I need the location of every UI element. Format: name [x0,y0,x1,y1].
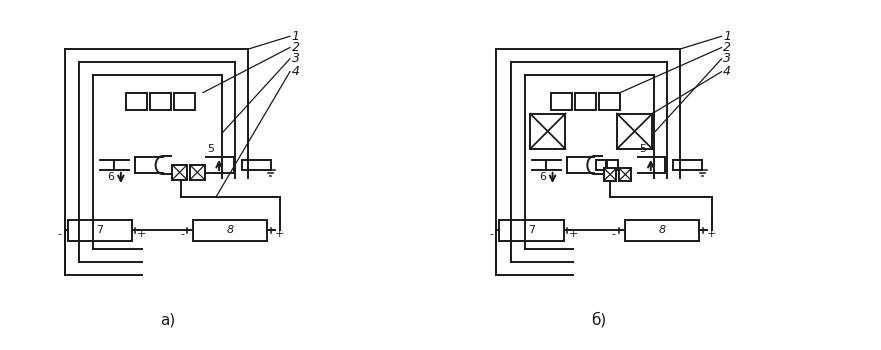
Text: 7: 7 [528,225,535,235]
Text: -: - [489,229,493,239]
Text: 3: 3 [723,52,731,65]
Text: 6: 6 [107,172,115,182]
Bar [530,113,566,149]
Text: 4: 4 [723,65,731,78]
Bar [596,160,606,170]
Bar [619,168,632,181]
Text: +: + [569,229,578,239]
Text: a): a) [160,312,175,327]
Text: 2: 2 [723,41,731,54]
Text: 1: 1 [292,30,300,43]
Text: -: - [611,229,616,239]
Bar [190,165,204,180]
Text: 5: 5 [640,144,646,154]
Text: +: + [707,229,716,239]
Text: 3: 3 [292,52,300,65]
Bar [68,220,132,241]
Bar [150,93,171,110]
Text: 2: 2 [292,41,300,54]
Bar [126,93,146,110]
Text: 7: 7 [96,225,103,235]
Text: 8: 8 [226,225,233,235]
Text: 5: 5 [208,144,214,154]
Text: 4: 4 [292,65,300,78]
Bar [607,160,618,170]
Bar [575,93,596,110]
Text: +: + [137,229,146,239]
Bar [604,168,617,181]
Text: 6: 6 [539,172,546,182]
Text: 1: 1 [723,30,731,43]
Bar [617,113,652,149]
Text: +: + [275,229,285,239]
Bar [174,93,195,110]
Bar [551,93,572,110]
Bar [625,220,699,241]
Text: -: - [57,229,62,239]
Text: -: - [180,229,184,239]
Bar [173,165,187,180]
Bar [599,93,620,110]
Text: б): б) [592,312,607,328]
Bar [500,220,564,241]
Bar [193,220,267,241]
Text: 8: 8 [658,225,665,235]
